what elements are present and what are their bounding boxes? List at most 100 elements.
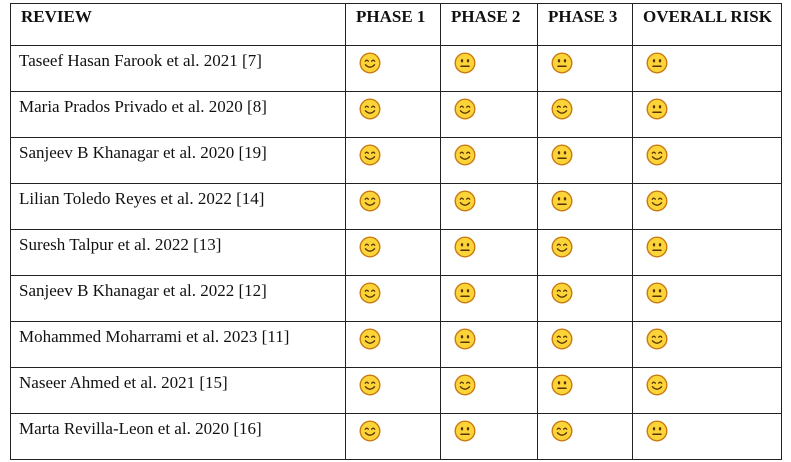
emoji-part <box>563 289 568 292</box>
emoji-part <box>454 98 476 120</box>
risk-table: REVIEW PHASE 1 PHASE 2 PHASE 3 OVERALL RISK … <box>10 3 782 460</box>
emoji-part <box>658 243 662 247</box>
risk-rating <box>537 183 633 230</box>
review-name: Taseef Hasan Farook et al. 2021 [7] <box>10 45 346 92</box>
risk-rating <box>632 367 782 414</box>
emoji-part <box>556 432 568 436</box>
emoji-part <box>563 197 567 201</box>
emoji-part <box>652 427 656 431</box>
risk-rating <box>345 183 441 230</box>
emoji-part <box>658 151 663 154</box>
emoji-part <box>466 335 470 339</box>
emoji-part <box>563 151 567 155</box>
risk-rating <box>440 321 538 368</box>
emoji-part <box>646 374 668 396</box>
emoji-icon <box>551 374 573 396</box>
emoji-icon <box>359 144 381 166</box>
emoji-icon <box>646 144 668 166</box>
emoji-part <box>364 340 376 344</box>
risk-rating <box>345 229 441 276</box>
emoji-part <box>371 197 376 200</box>
emoji-icon <box>551 236 573 258</box>
emoji-part <box>652 105 656 109</box>
risk-rating <box>345 45 441 92</box>
column-header: OVERALL RISK <box>632 3 782 46</box>
emoji-part <box>359 98 381 120</box>
emoji-part <box>563 105 568 108</box>
emoji-part <box>651 156 663 160</box>
risk-rating <box>632 229 782 276</box>
risk-rating <box>440 91 538 138</box>
emoji-icon <box>454 190 476 212</box>
table-row: Marta Revilla-Leon et al. 2020 [16] <box>10 413 782 460</box>
emoji-part <box>556 105 561 108</box>
emoji-part <box>466 197 471 200</box>
emoji-part <box>459 110 471 114</box>
emoji-part <box>359 374 381 396</box>
emoji-part <box>646 328 668 350</box>
emoji-part <box>459 202 471 206</box>
emoji-part <box>466 427 470 431</box>
emoji-part <box>364 64 376 68</box>
emoji-part <box>364 59 369 62</box>
emoji-part <box>364 289 369 292</box>
emoji-part <box>557 197 561 201</box>
emoji-icon <box>646 328 668 350</box>
emoji-part <box>459 156 471 160</box>
emoji-part <box>364 248 376 252</box>
emoji-part <box>658 105 662 109</box>
risk-rating <box>632 45 782 92</box>
emoji-part <box>459 197 464 200</box>
emoji-part <box>658 381 663 384</box>
emoji-part <box>557 59 561 63</box>
emoji-part <box>359 52 381 74</box>
emoji-icon <box>551 52 573 74</box>
risk-rating <box>345 367 441 414</box>
emoji-part <box>371 427 376 430</box>
emoji-part <box>466 289 470 293</box>
emoji-part <box>364 432 376 436</box>
emoji-part <box>556 248 568 252</box>
review-name: Suresh Talpur et al. 2022 [13] <box>10 229 346 276</box>
emoji-part <box>371 59 376 62</box>
emoji-icon <box>454 236 476 258</box>
emoji-part <box>551 420 573 442</box>
risk-rating <box>537 91 633 138</box>
risk-rating <box>537 367 633 414</box>
emoji-part <box>454 144 476 166</box>
emoji-part <box>466 151 471 154</box>
table-row: Sanjeev B Khanagar et al. 2020 [19] <box>10 137 782 184</box>
emoji-icon <box>551 98 573 120</box>
table-row: Naseer Ahmed et al. 2021 [15] <box>10 367 782 414</box>
emoji-part <box>359 144 381 166</box>
emoji-part <box>646 98 668 120</box>
emoji-part <box>466 59 470 63</box>
emoji-icon <box>359 52 381 74</box>
review-name: Mohammed Moharrami et al. 2023 [11] <box>10 321 346 368</box>
emoji-icon <box>551 144 573 166</box>
emoji-part <box>551 328 573 350</box>
emoji-part <box>646 282 668 304</box>
risk-rating <box>632 137 782 184</box>
emoji-part <box>557 151 561 155</box>
emoji-icon <box>359 420 381 442</box>
emoji-part <box>651 386 663 390</box>
emoji-icon <box>359 236 381 258</box>
emoji-part <box>563 243 568 246</box>
emoji-part <box>551 374 573 396</box>
emoji-icon <box>454 144 476 166</box>
emoji-icon <box>551 328 573 350</box>
risk-rating <box>632 321 782 368</box>
risk-rating <box>345 91 441 138</box>
emoji-part <box>551 282 573 304</box>
risk-rating <box>440 229 538 276</box>
emoji-part <box>563 427 568 430</box>
emoji-part <box>646 236 668 258</box>
risk-rating <box>632 91 782 138</box>
risk-rating <box>537 321 633 368</box>
emoji-part <box>563 335 568 338</box>
emoji-part <box>460 289 464 293</box>
emoji-part <box>454 328 476 350</box>
emoji-part <box>466 243 470 247</box>
review-name: Lilian Toledo Reyes et al. 2022 [14] <box>10 183 346 230</box>
